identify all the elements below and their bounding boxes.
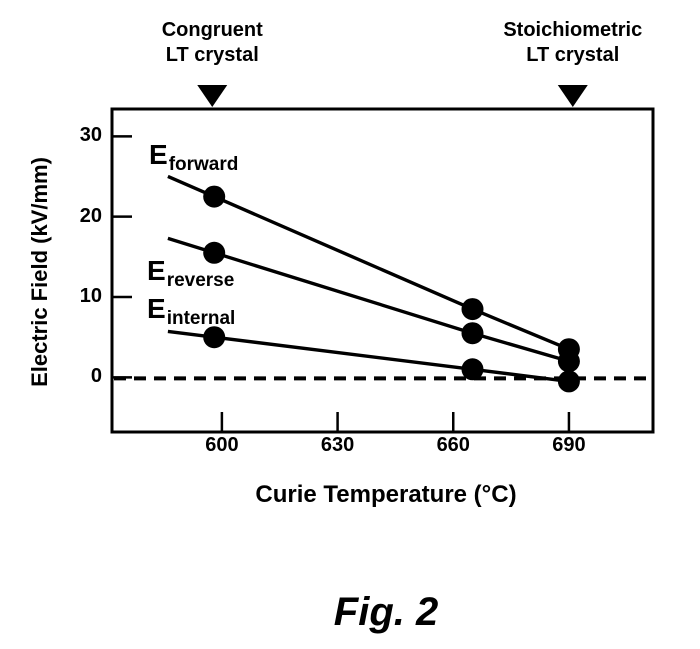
data-point-E_reverse xyxy=(461,322,484,345)
data-point-E_reverse xyxy=(557,350,580,373)
annotation-congruent-lt-crystal: Congruent LT crystal xyxy=(162,18,263,68)
annotation-text-line: Stoichiometric xyxy=(503,19,643,41)
y-tick-label: 20 xyxy=(79,204,102,227)
data-point-E_forward xyxy=(203,185,226,208)
data-point-E_internal xyxy=(461,358,484,381)
series-label-symbol: E xyxy=(147,293,166,324)
series-label-subscript: reverse xyxy=(166,270,235,291)
stoichiometric-lt-crystal-arrow-icon xyxy=(557,85,588,107)
series-label-e-forward: Eforward xyxy=(149,139,238,175)
annotation-stoichiometric-lt-crystal: Stoichiometric LT crystal xyxy=(503,18,642,68)
series-label-symbol: E xyxy=(149,139,168,170)
series-line-E_forward xyxy=(167,174,570,351)
x-tick-label: 660 xyxy=(436,434,470,456)
figure-caption: Fig. 2 xyxy=(333,590,439,634)
annotation-text-line: Congruent xyxy=(161,19,263,41)
x-tick-label: 690 xyxy=(552,434,586,456)
x-tick-label: 630 xyxy=(320,434,355,456)
series-line-E_reverse xyxy=(167,236,570,363)
y-tick-label: 0 xyxy=(90,365,102,388)
plot-border xyxy=(110,107,655,434)
series-label-subscript: forward xyxy=(168,154,239,175)
y-axis-title: Electric Field (kV/mm) xyxy=(27,157,52,387)
x-tick-label: 600 xyxy=(205,434,239,456)
series-label-e-reverse: Ereverse xyxy=(147,255,234,291)
annotation-text-line: LT crystal xyxy=(526,44,620,66)
data-point-E_internal xyxy=(203,326,226,349)
y-tick-label: 10 xyxy=(79,285,102,307)
x-axis-title: Curie Temperature (°C) xyxy=(255,481,517,508)
series-line-E_internal xyxy=(167,329,570,384)
data-point-E_forward xyxy=(461,298,484,321)
data-point-E_internal xyxy=(557,370,580,393)
series-label-symbol: E xyxy=(147,255,166,286)
series-label-e-internal: Einternal xyxy=(147,293,235,329)
congruent-lt-crystal-arrow-icon xyxy=(197,85,228,107)
data-point-E_reverse xyxy=(203,241,226,264)
series-label-subscript: internal xyxy=(166,308,236,329)
y-tick-label: 30 xyxy=(79,124,102,147)
annotation-text-line: LT crystal xyxy=(165,44,259,66)
